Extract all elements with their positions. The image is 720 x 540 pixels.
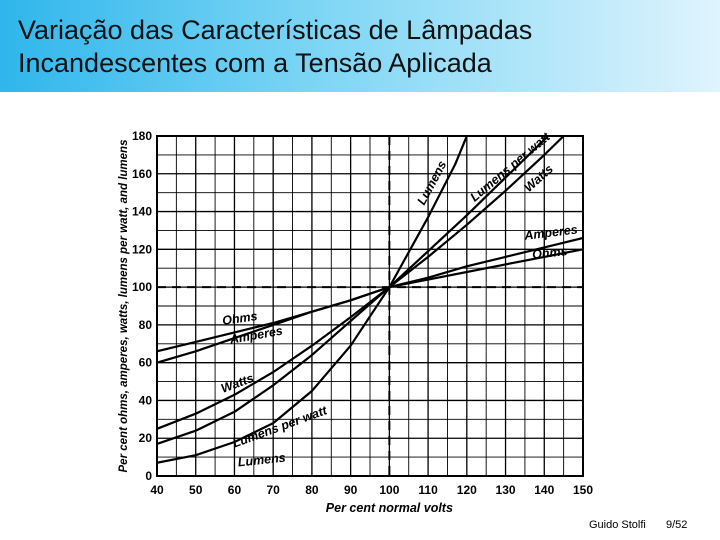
y-tick-label: 60 [139, 356, 153, 370]
slide-title: Variação das Características de Lâmpadas… [18, 14, 532, 80]
y-tick-label: 20 [139, 431, 153, 445]
x-tick-label: 70 [267, 483, 281, 497]
x-tick-label: 50 [189, 483, 203, 497]
y-tick-label: 100 [132, 280, 152, 294]
series-lines [157, 136, 583, 464]
y-tick-label: 40 [139, 393, 153, 407]
series-line-amperes [157, 236, 583, 364]
x-tick-label: 120 [457, 483, 477, 497]
grid [156, 135, 584, 477]
y-tick-label: 80 [139, 318, 153, 332]
plot-frame [156, 135, 584, 477]
x-tick-label: 130 [496, 483, 516, 497]
series-label-amperes: Amperes [523, 222, 579, 243]
series-label-ohms: Ohms [221, 309, 258, 328]
series-line-lumens [157, 136, 469, 464]
slide-title-line-2: Incandescentes com a Tensão Aplicada [18, 48, 492, 78]
x-tick-label: 110 [418, 483, 438, 497]
title-bar [0, 0, 720, 92]
series-label-watts: Watts [521, 162, 556, 195]
slide-title-line-1: Variação das Características de Lâmpadas [18, 15, 533, 45]
y-tick-label: 140 [132, 205, 152, 219]
y-tick-label: 160 [132, 167, 152, 181]
y-tick-label: 180 [132, 129, 152, 143]
x-tick-label: 90 [344, 483, 358, 497]
x-tick-label: 140 [534, 483, 554, 497]
page-number: 9/52 [666, 519, 688, 531]
reference-lines [157, 136, 583, 476]
x-axis-label: Per cent normal volts [326, 501, 453, 515]
y-tick-label: 120 [132, 242, 152, 256]
y-axis-label: Per cent ohms, amperes, watts, lumens pe… [118, 140, 130, 473]
series-line-watts [157, 136, 566, 430]
series-label-ohms: Ohms [532, 244, 569, 262]
series-label-lumens: Lumens [237, 451, 286, 470]
axes: 40 50 60 70 80 90 100 110 120 130 140 150 0 20 40 60 80 1… [118, 129, 593, 515]
x-tick-label: 80 [305, 483, 319, 497]
series-label-lumens: Lumens [414, 158, 449, 207]
series-label-lumens-per-watt: Lumens per watt [231, 403, 330, 450]
series-line-lumens-per-watt [157, 136, 550, 445]
x-tick-label: 40 [150, 483, 164, 497]
author-name: Guido Stolfi [589, 519, 646, 531]
y-tick-label: 0 [145, 469, 152, 483]
x-tick-label: 100 [379, 483, 399, 497]
lamp-characteristics-chart: 40 50 60 70 80 90 100 110 120 130 140 150 0 20 40 60 80 1… [118, 129, 593, 515]
x-tick-label: 150 [573, 483, 593, 497]
x-tick-label: 60 [228, 483, 242, 497]
